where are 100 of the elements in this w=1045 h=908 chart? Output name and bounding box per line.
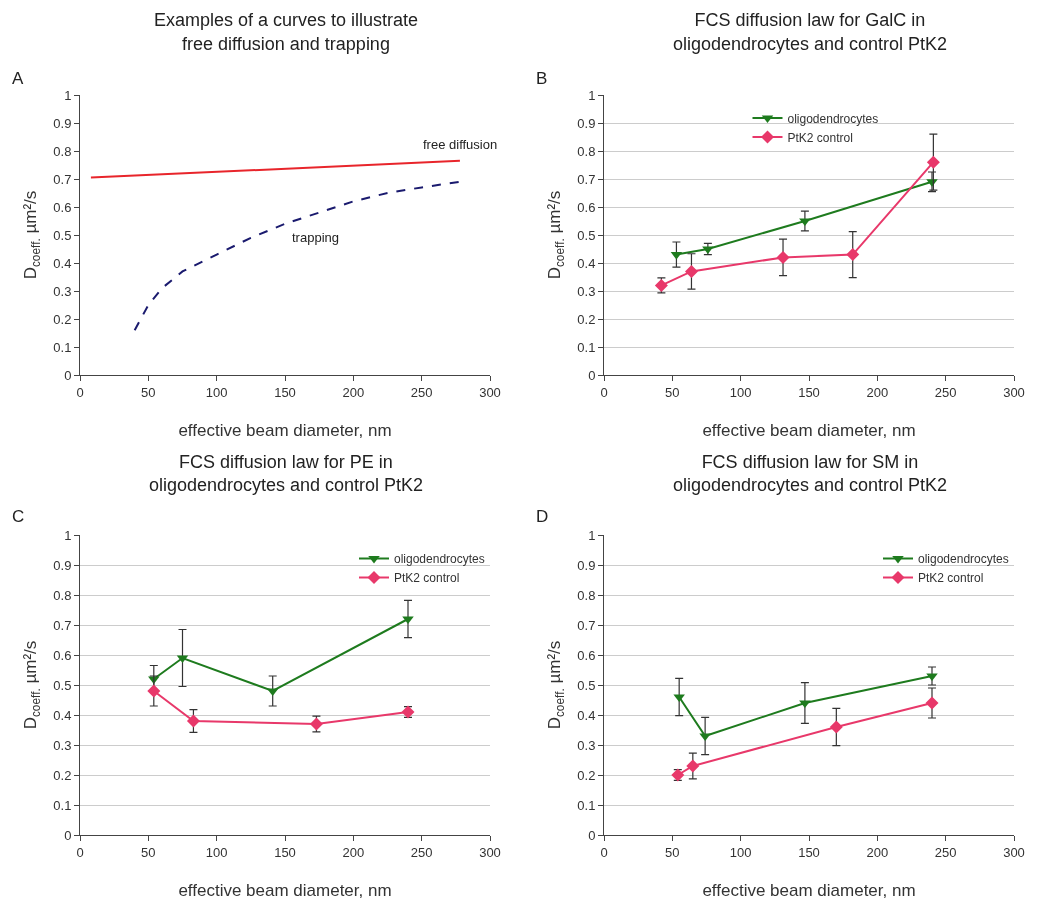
- y-tick-label: 0.6: [577, 199, 596, 215]
- legend-label: oligodendrocytes: [787, 111, 879, 126]
- x-tick-label: 250: [934, 844, 957, 860]
- x-tick-label: 200: [342, 384, 365, 400]
- y-tick-label: 0.1: [577, 339, 596, 355]
- text: B: [536, 69, 548, 88]
- y-tick-label: 0.9: [53, 557, 72, 573]
- point: [186, 714, 200, 728]
- y-tick-label: 0.9: [53, 115, 72, 131]
- x-tick-label: 250: [410, 844, 433, 860]
- point: [147, 684, 161, 698]
- point: [829, 720, 843, 734]
- x-tick-label: 150: [798, 384, 820, 400]
- legend-label: oligodendrocytes: [918, 552, 1009, 567]
- point: [686, 759, 700, 773]
- y-tick-label: 1: [64, 527, 72, 543]
- y-tick-label: 0.8: [577, 587, 596, 603]
- chart-title: FCS diffusion law for GalC in oligodendrocytes and control PtK2: [672, 10, 948, 54]
- y-tick-label: 0.4: [53, 707, 72, 723]
- y-tick-label: 0.3: [53, 283, 72, 299]
- x-tick-label: 200: [342, 844, 365, 860]
- x-tick-label: 200: [866, 384, 889, 400]
- y-tick-label: 0.7: [577, 171, 596, 187]
- x-tick-label: 150: [274, 844, 296, 860]
- x-tick-label: 300: [1003, 384, 1025, 400]
- y-tick-label: 0.4: [53, 255, 72, 271]
- line-series: [133, 180, 461, 332]
- x-tick-label: 100: [729, 384, 752, 400]
- y-tick-label: 0.2: [53, 767, 72, 783]
- y-tick-label: 0: [588, 367, 596, 383]
- y-tick-label: 0.2: [577, 767, 596, 783]
- y-tick-label: 0.5: [53, 227, 72, 243]
- y-tick-label: 1: [588, 527, 596, 543]
- x-tick-label: 300: [479, 844, 501, 860]
- legend-label: PtK2 control: [787, 130, 853, 145]
- text: A: [12, 69, 24, 88]
- y-tick-label: 0.5: [577, 677, 596, 693]
- x-tick-label: 0: [76, 384, 84, 400]
- x-tick-label: 200: [866, 844, 889, 860]
- y-tick-label: 0.3: [53, 737, 72, 753]
- y-tick-label: 0.3: [577, 737, 596, 753]
- y-tick-label: 0.5: [53, 677, 72, 693]
- y-tick-label: 0.4: [577, 707, 596, 723]
- x-tick-label: 50: [665, 384, 680, 400]
- y-tick-label: 0.7: [53, 171, 72, 187]
- y-tick-label: 0.4: [577, 255, 596, 271]
- y-tick-label: 0.5: [577, 227, 596, 243]
- x-tick-label: 0: [76, 844, 84, 860]
- point: [925, 696, 939, 710]
- y-tick-label: 0.3: [577, 283, 596, 299]
- y-tick-label: 0.7: [53, 617, 72, 633]
- y-tick-label: 0.1: [577, 797, 596, 813]
- text: D: [536, 507, 549, 526]
- y-tick-label: 0: [64, 827, 72, 843]
- x-tick-label: 300: [479, 384, 501, 400]
- y-tick-label: 0.8: [53, 587, 72, 603]
- y-tick-label: 0.8: [53, 143, 72, 159]
- y-tick-label: 0.6: [53, 647, 72, 663]
- x-tick-label: 100: [205, 384, 228, 400]
- y-tick-label: 0.6: [53, 199, 72, 215]
- y-tick-label: 0.1: [53, 797, 72, 813]
- x-tick-label: 150: [798, 844, 820, 860]
- y-tick-label: 0.9: [577, 557, 596, 573]
- series-label: trapping: [292, 230, 339, 245]
- y-tick-label: 0.6: [577, 647, 596, 663]
- y-tick-label: 0.2: [577, 311, 596, 327]
- point: [846, 248, 860, 262]
- x-tick-label: 50: [665, 844, 680, 860]
- y-tick-label: 0: [64, 367, 72, 383]
- x-tick-label: 100: [729, 844, 752, 860]
- y-tick-label: 0.7: [577, 617, 596, 633]
- y-tick-label: 1: [588, 87, 596, 103]
- chart-title: FCS diffusion law for SM in oligodendrocytes and control PtK2: [672, 451, 948, 495]
- x-axis-title: effective beam diameter, nm: [702, 881, 916, 900]
- text: C: [12, 507, 25, 526]
- chart-title: Examples of a curves to illustrate free diffusion and trapping: [153, 10, 419, 54]
- point: [926, 155, 940, 169]
- x-axis-title: effective beam diameter, nm: [178, 421, 392, 440]
- y-tick-label: 0.9: [577, 115, 596, 131]
- x-tick-label: 50: [141, 384, 156, 400]
- legend-label: PtK2 control: [394, 571, 460, 586]
- x-tick-label: 0: [600, 844, 608, 860]
- y-tick-label: 0.2: [53, 311, 72, 327]
- point: [776, 250, 790, 264]
- x-tick-label: 250: [934, 384, 957, 400]
- y-tick-label: 0.1: [53, 339, 72, 355]
- x-axis-title: effective beam diameter, nm: [702, 421, 916, 440]
- legend-label: PtK2 control: [918, 571, 984, 586]
- x-tick-label: 0: [600, 384, 608, 400]
- legend-label: oligodendrocytes: [394, 552, 485, 567]
- y-tick-label: 0: [588, 827, 596, 843]
- x-tick-label: 100: [205, 844, 228, 860]
- x-tick-label: 50: [141, 844, 156, 860]
- x-tick-label: 300: [1003, 844, 1025, 860]
- x-axis-title: effective beam diameter, nm: [178, 881, 392, 900]
- point: [684, 264, 698, 278]
- x-tick-label: 150: [274, 384, 296, 400]
- x-tick-label: 250: [410, 384, 433, 400]
- y-tick-label: 0.8: [577, 143, 596, 159]
- chart-title: FCS diffusion law for PE in oligodendrocytes and control PtK2: [148, 451, 424, 495]
